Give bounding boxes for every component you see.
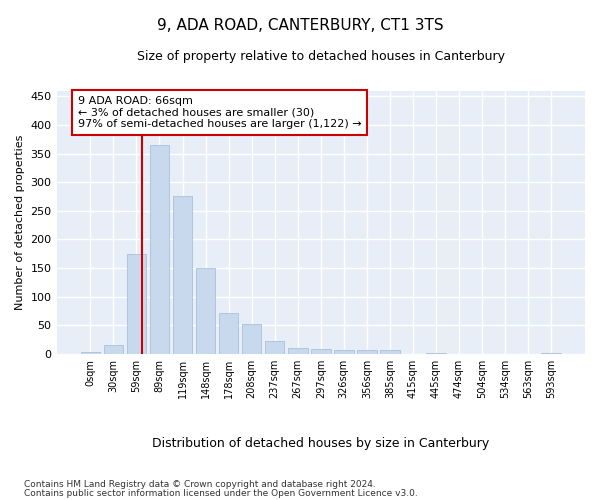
Text: 9, ADA ROAD, CANTERBURY, CT1 3TS: 9, ADA ROAD, CANTERBURY, CT1 3TS	[157, 18, 443, 32]
Bar	[288, 348, 308, 354]
Bar	[541, 352, 561, 354]
Bar	[127, 254, 146, 354]
Bar	[380, 350, 400, 354]
Bar	[219, 312, 238, 354]
Bar	[196, 268, 215, 354]
Bar	[173, 196, 193, 354]
X-axis label: Distribution of detached houses by size in Canterbury: Distribution of detached houses by size …	[152, 437, 490, 450]
Text: Contains HM Land Registry data © Crown copyright and database right 2024.: Contains HM Land Registry data © Crown c…	[24, 480, 376, 489]
Bar	[265, 340, 284, 354]
Title: Size of property relative to detached houses in Canterbury: Size of property relative to detached ho…	[137, 50, 505, 63]
Text: Contains public sector information licensed under the Open Government Licence v3: Contains public sector information licen…	[24, 488, 418, 498]
Bar	[80, 352, 100, 354]
Bar	[357, 350, 377, 354]
Bar	[104, 346, 123, 354]
Bar	[426, 352, 446, 354]
Bar	[242, 324, 262, 354]
Bar	[311, 350, 331, 354]
Y-axis label: Number of detached properties: Number of detached properties	[15, 134, 25, 310]
Text: 9 ADA ROAD: 66sqm
← 3% of detached houses are smaller (30)
97% of semi-detached : 9 ADA ROAD: 66sqm ← 3% of detached house…	[77, 96, 361, 129]
Bar	[149, 145, 169, 354]
Bar	[334, 350, 353, 354]
